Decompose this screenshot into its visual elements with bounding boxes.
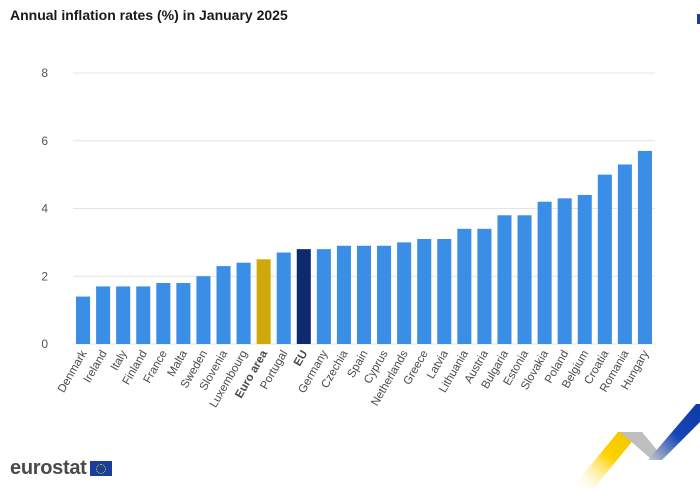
logo-text: eurostat bbox=[10, 457, 87, 479]
bar-greece[interactable] bbox=[417, 238, 432, 344]
bar-netherlands[interactable] bbox=[397, 242, 412, 344]
chart-title: Annual inflation rates (%) in January 20… bbox=[10, 7, 288, 23]
bar-hungary[interactable] bbox=[637, 150, 652, 344]
eurostat-logo[interactable]: eurostat bbox=[10, 457, 112, 480]
bar-portugal[interactable] bbox=[276, 252, 291, 344]
bar-latvia[interactable] bbox=[437, 238, 452, 344]
eu-flag-icon bbox=[89, 461, 112, 476]
y-tick-label: 6 bbox=[41, 134, 48, 148]
bar-denmark[interactable] bbox=[76, 296, 91, 344]
bar-sweden[interactable] bbox=[196, 276, 211, 344]
bar-austria[interactable] bbox=[477, 228, 492, 344]
bar-finland[interactable] bbox=[136, 286, 151, 344]
bar-luxembourg[interactable] bbox=[236, 262, 251, 344]
decorative-chevron-icon bbox=[572, 404, 700, 488]
bar-belgium[interactable] bbox=[577, 194, 592, 344]
x-tick-label: EU bbox=[292, 349, 310, 369]
y-axis-ticks: 0 2 4 6 8 bbox=[41, 66, 48, 351]
bar-eu[interactable] bbox=[296, 249, 311, 344]
bar-ireland[interactable] bbox=[96, 286, 111, 344]
bar-germany[interactable] bbox=[316, 249, 331, 344]
bar-bulgaria[interactable] bbox=[497, 215, 512, 344]
bar-italy[interactable] bbox=[116, 286, 131, 344]
bar-cyprus[interactable] bbox=[377, 245, 392, 344]
bar-lithuania[interactable] bbox=[457, 228, 472, 344]
bar-spain[interactable] bbox=[356, 245, 372, 344]
y-tick-label: 4 bbox=[41, 202, 48, 216]
bar-romania[interactable] bbox=[617, 164, 632, 344]
bar-czechia[interactable] bbox=[336, 245, 351, 344]
y-tick-label: 2 bbox=[41, 269, 48, 283]
bar-euro-area[interactable] bbox=[256, 259, 271, 344]
bar-malta[interactable] bbox=[176, 283, 191, 344]
bar-france[interactable] bbox=[156, 283, 171, 344]
bar-slovenia[interactable] bbox=[216, 266, 231, 344]
bar-slovakia[interactable] bbox=[537, 201, 552, 344]
y-tick-label: 0 bbox=[41, 337, 48, 351]
bar-poland[interactable] bbox=[557, 198, 572, 344]
menu-edge-icon[interactable] bbox=[697, 14, 700, 24]
y-tick-label: 8 bbox=[41, 66, 48, 80]
bars bbox=[76, 150, 652, 344]
x-tick-label: Denmark bbox=[56, 348, 90, 395]
bar-croatia[interactable] bbox=[597, 174, 612, 344]
bar-estonia[interactable] bbox=[517, 215, 532, 344]
